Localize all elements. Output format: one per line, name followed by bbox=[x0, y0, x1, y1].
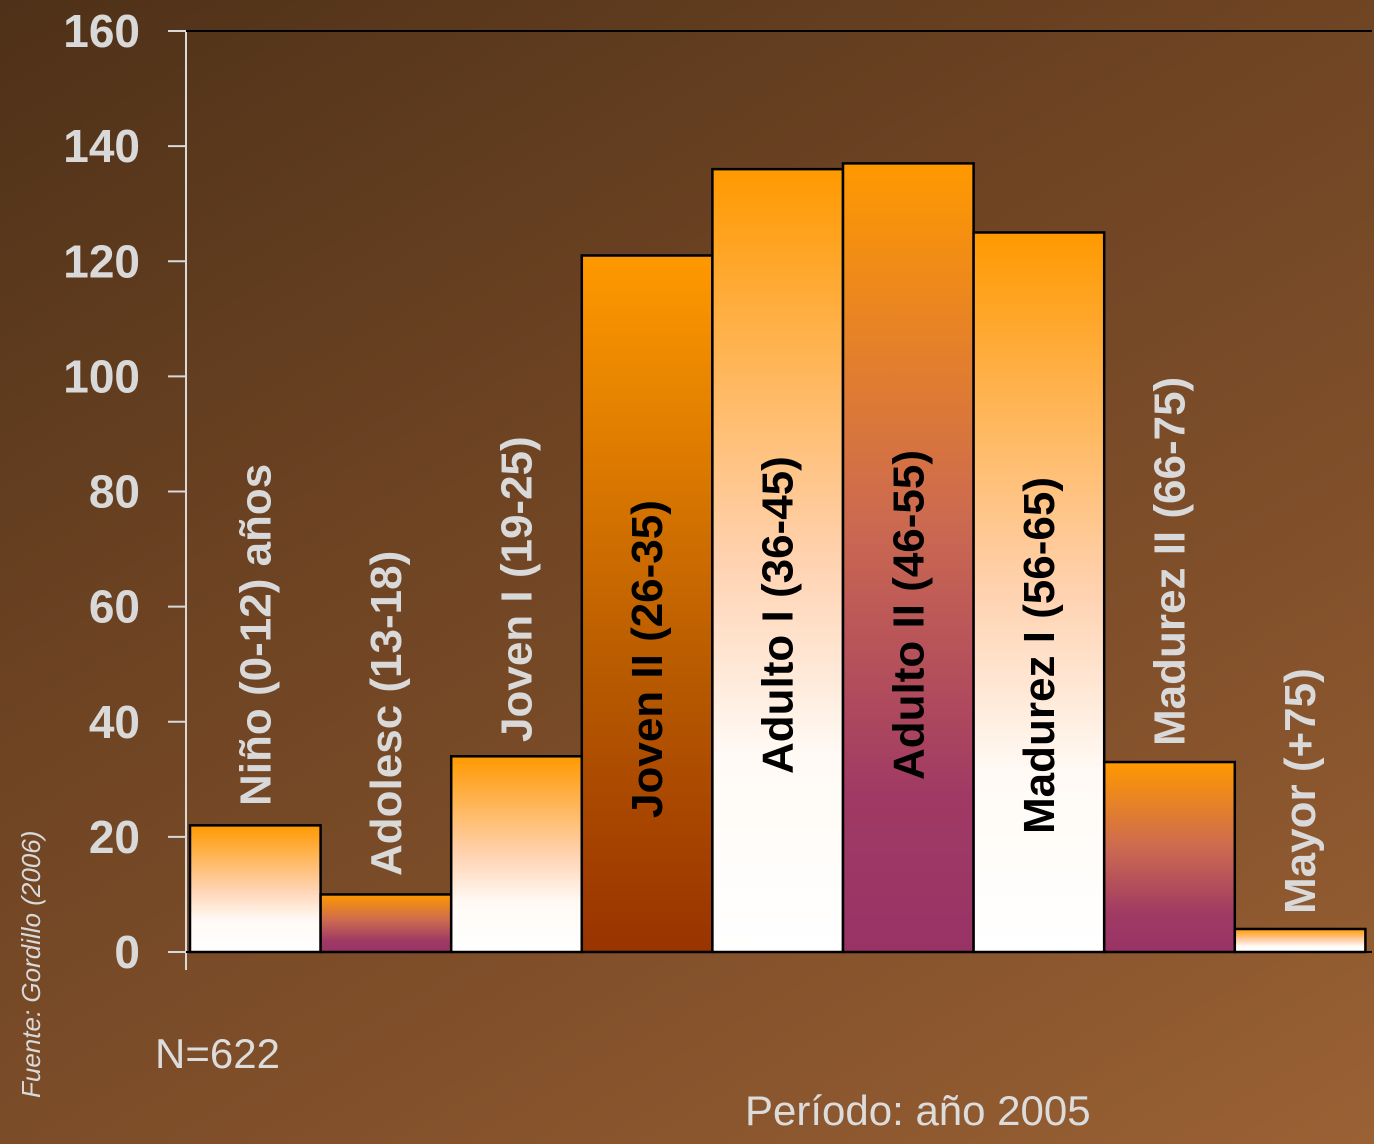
y-tick-label: 160 bbox=[63, 5, 140, 57]
y-tick-label: 120 bbox=[63, 235, 140, 287]
bar-category-label: Mayor (+75) bbox=[1276, 668, 1325, 914]
bar bbox=[319, 893, 453, 954]
y-tick-label: 0 bbox=[114, 926, 140, 978]
bar bbox=[1102, 760, 1237, 954]
bar bbox=[972, 231, 1106, 954]
y-tick-label: 20 bbox=[89, 811, 140, 863]
bar-category-label: Joven II (26-35) bbox=[623, 500, 672, 818]
bar bbox=[711, 167, 845, 954]
y-tick-label: 40 bbox=[89, 696, 140, 748]
bar bbox=[449, 755, 584, 954]
bar-category-label: Joven I (19-25) bbox=[493, 436, 542, 742]
y-tick-label: 80 bbox=[89, 466, 140, 518]
bar-category-label: Madurez II (66-75) bbox=[1146, 377, 1195, 746]
bar-category-label: Madurez I (56-65) bbox=[1015, 477, 1064, 834]
bar bbox=[580, 254, 714, 954]
y-tick-label: 100 bbox=[63, 350, 140, 402]
bar bbox=[188, 824, 322, 954]
y-tick-label: 60 bbox=[89, 581, 140, 633]
bar-category-label: Adolesc (13-18) bbox=[362, 551, 411, 876]
bar bbox=[1233, 927, 1367, 954]
source-note: Fuente: Gordillo (2006) bbox=[16, 830, 46, 1098]
y-tick-label: 140 bbox=[63, 120, 140, 172]
bar-category-label: Adulto II (46-55) bbox=[884, 450, 933, 780]
bar-category-label: Niño (0-12) años bbox=[231, 464, 280, 806]
bar-category-label: Adulto I (36-45) bbox=[754, 456, 803, 774]
sample-size-note: N=622 bbox=[155, 1030, 280, 1077]
period-note: Período: año 2005 bbox=[745, 1087, 1091, 1134]
bar bbox=[841, 162, 975, 954]
